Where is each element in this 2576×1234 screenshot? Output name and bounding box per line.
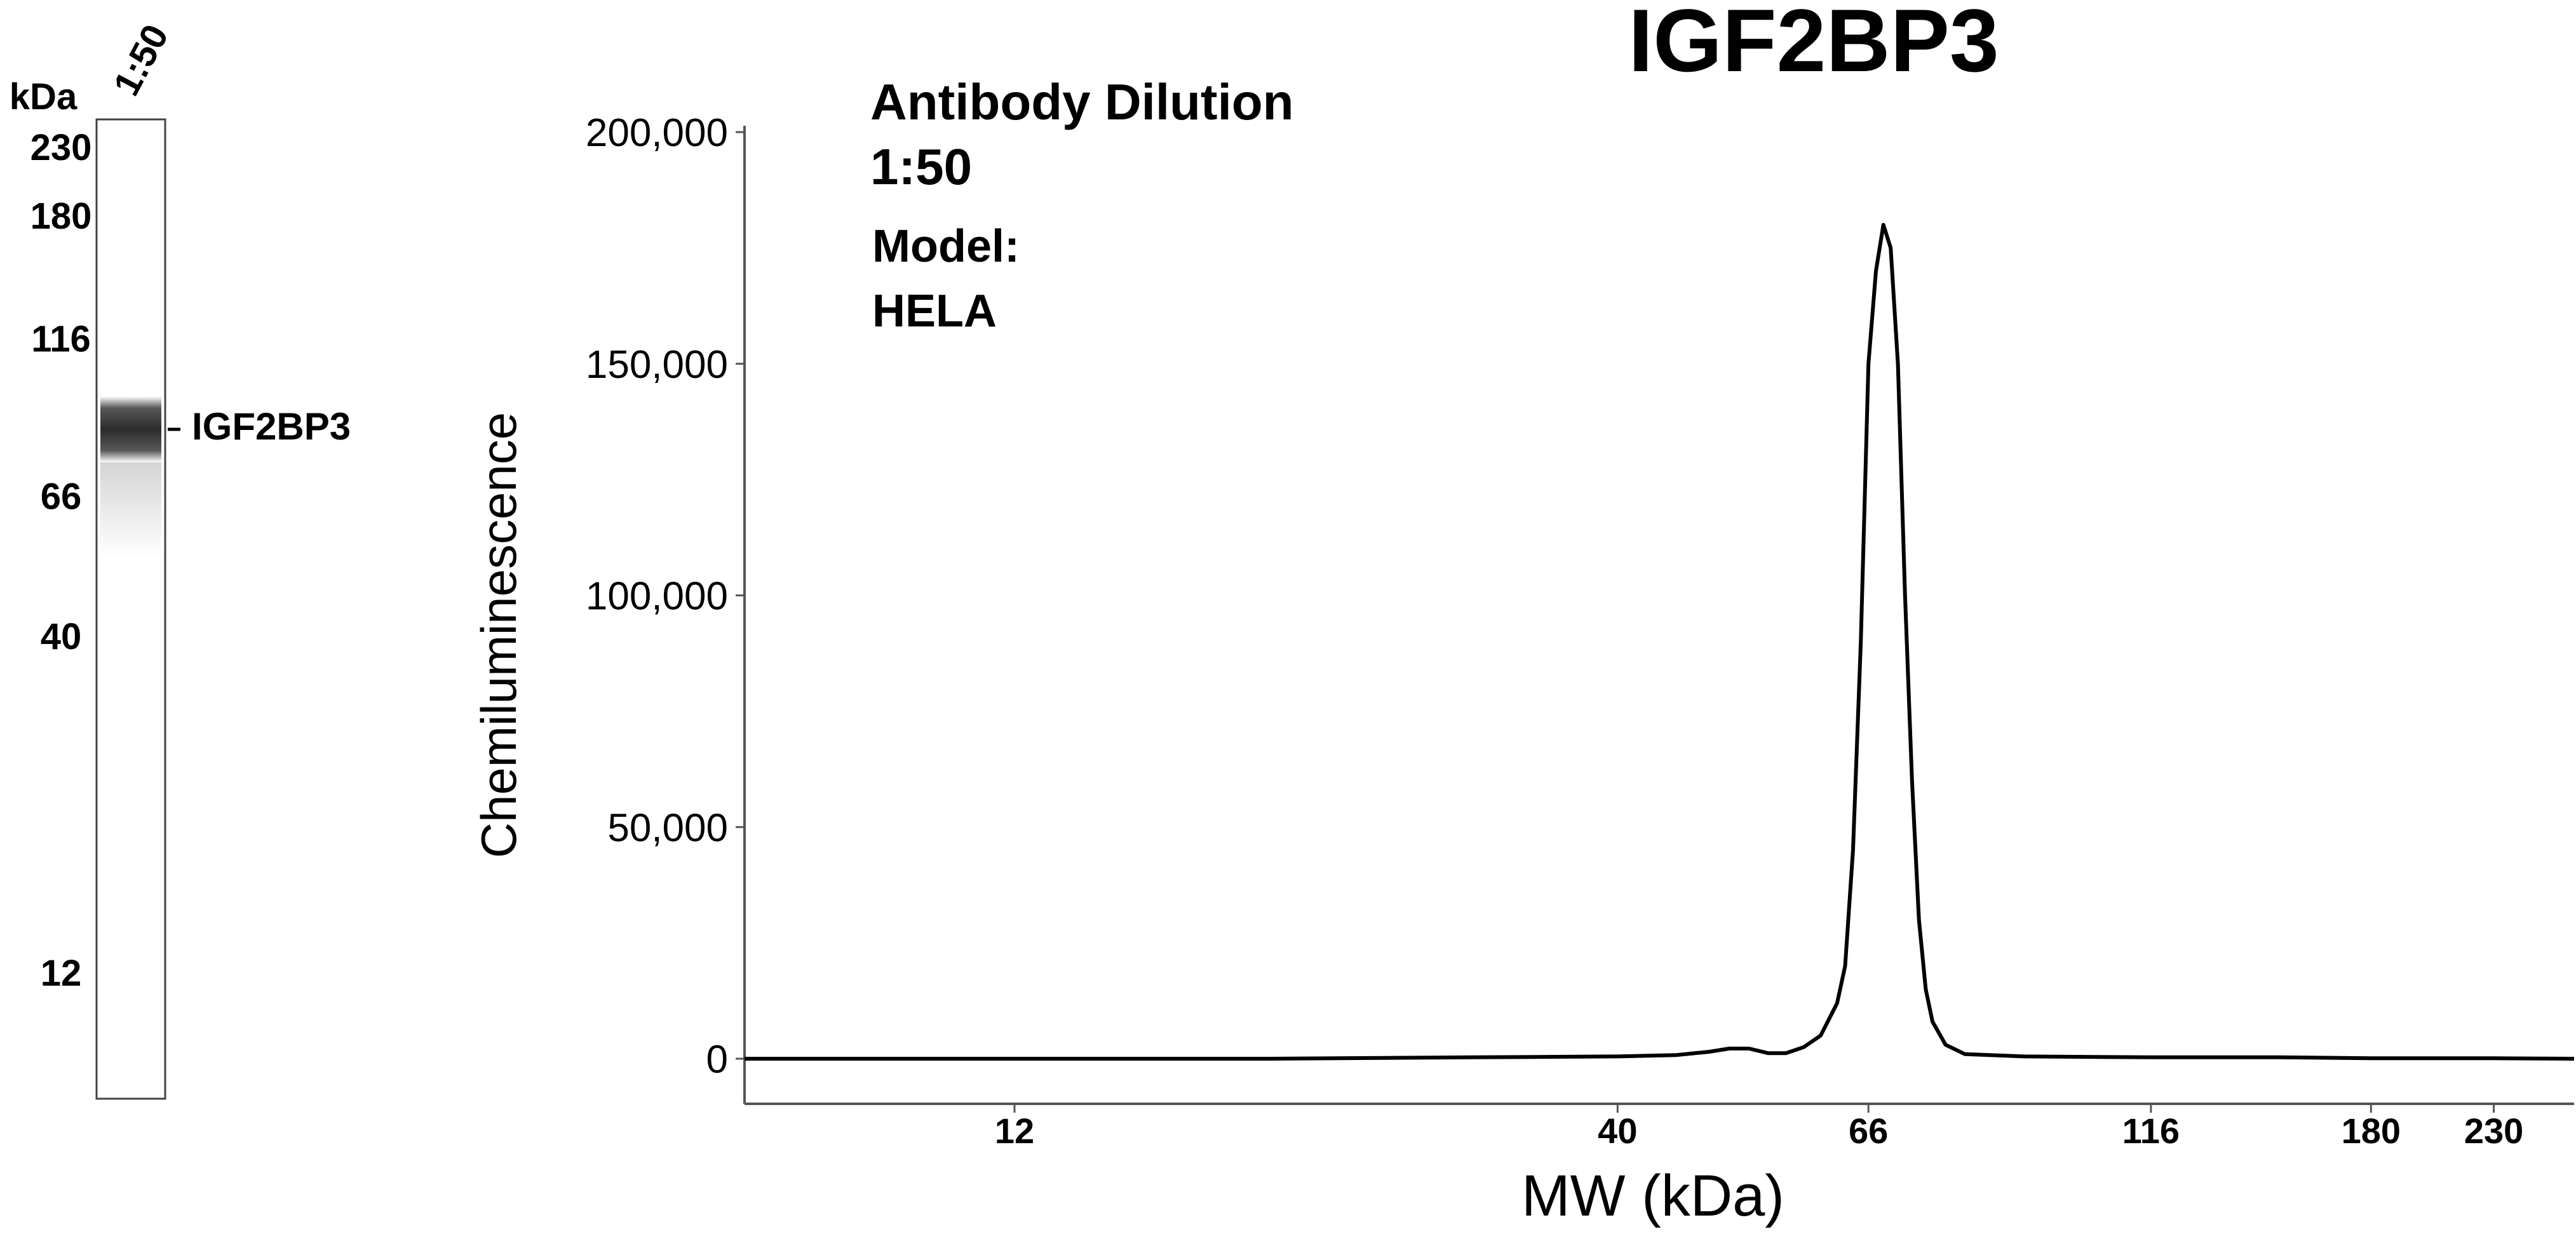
chart-title: IGF2BP3 bbox=[1628, 0, 1999, 90]
band-label: IGF2BP3 bbox=[192, 405, 351, 448]
y-axis-label: Chemiluminescence bbox=[471, 412, 527, 858]
annotation-line-3: Model: bbox=[872, 221, 1020, 272]
series-line bbox=[745, 222, 2575, 1061]
ladder-labels: 230 180 116 66 40 12 bbox=[30, 127, 92, 994]
gel-band-smear bbox=[100, 462, 161, 558]
y-tick-label: 50,000 bbox=[607, 806, 728, 850]
annotation-line-4: HELA bbox=[872, 286, 997, 337]
gel-lane-label: 1:50 bbox=[105, 18, 177, 102]
y-axis-ticks: 0 50,000 100,000 150,000 200,000 bbox=[586, 111, 745, 1082]
x-tick-label: 66 bbox=[1849, 1111, 1888, 1151]
x-axis-label: MW (kDa) bbox=[1521, 1164, 1784, 1228]
annotation-line-1: Antibody Dilution bbox=[870, 74, 1294, 130]
ladder-label: 230 bbox=[30, 127, 92, 168]
x-tick-label: 116 bbox=[2122, 1111, 2180, 1151]
ladder-label: 12 bbox=[41, 953, 82, 994]
x-tick-label: 40 bbox=[1598, 1111, 1637, 1151]
ladder-label: 40 bbox=[41, 616, 82, 657]
ladder-label: 116 bbox=[31, 318, 91, 359]
x-tick-label: 180 bbox=[2342, 1111, 2401, 1151]
y-tick-label: 0 bbox=[706, 1038, 728, 1082]
x-tick-label: 230 bbox=[2464, 1111, 2523, 1151]
y-tick-label: 100,000 bbox=[586, 575, 728, 619]
x-axis-ticks: 12 40 66 116 180 230 bbox=[995, 1104, 2523, 1151]
ladder-label: 180 bbox=[30, 196, 92, 237]
y-tick-label: 200,000 bbox=[586, 111, 728, 155]
chart-panel: IGF2BP3 Antibody Dilution 1:50 Model: HE… bbox=[471, 0, 2575, 1228]
annotation-line-2: 1:50 bbox=[870, 138, 972, 195]
gel-band bbox=[100, 396, 161, 462]
gel-lane bbox=[95, 118, 166, 1100]
gel-panel: kDa 1:50 230 180 116 66 40 12 IGF2BP3 bbox=[10, 18, 351, 1100]
gel-units-label: kDa bbox=[10, 76, 78, 117]
x-tick-label: 12 bbox=[995, 1111, 1034, 1151]
ladder-label: 66 bbox=[41, 476, 82, 518]
y-tick-label: 150,000 bbox=[586, 343, 728, 387]
